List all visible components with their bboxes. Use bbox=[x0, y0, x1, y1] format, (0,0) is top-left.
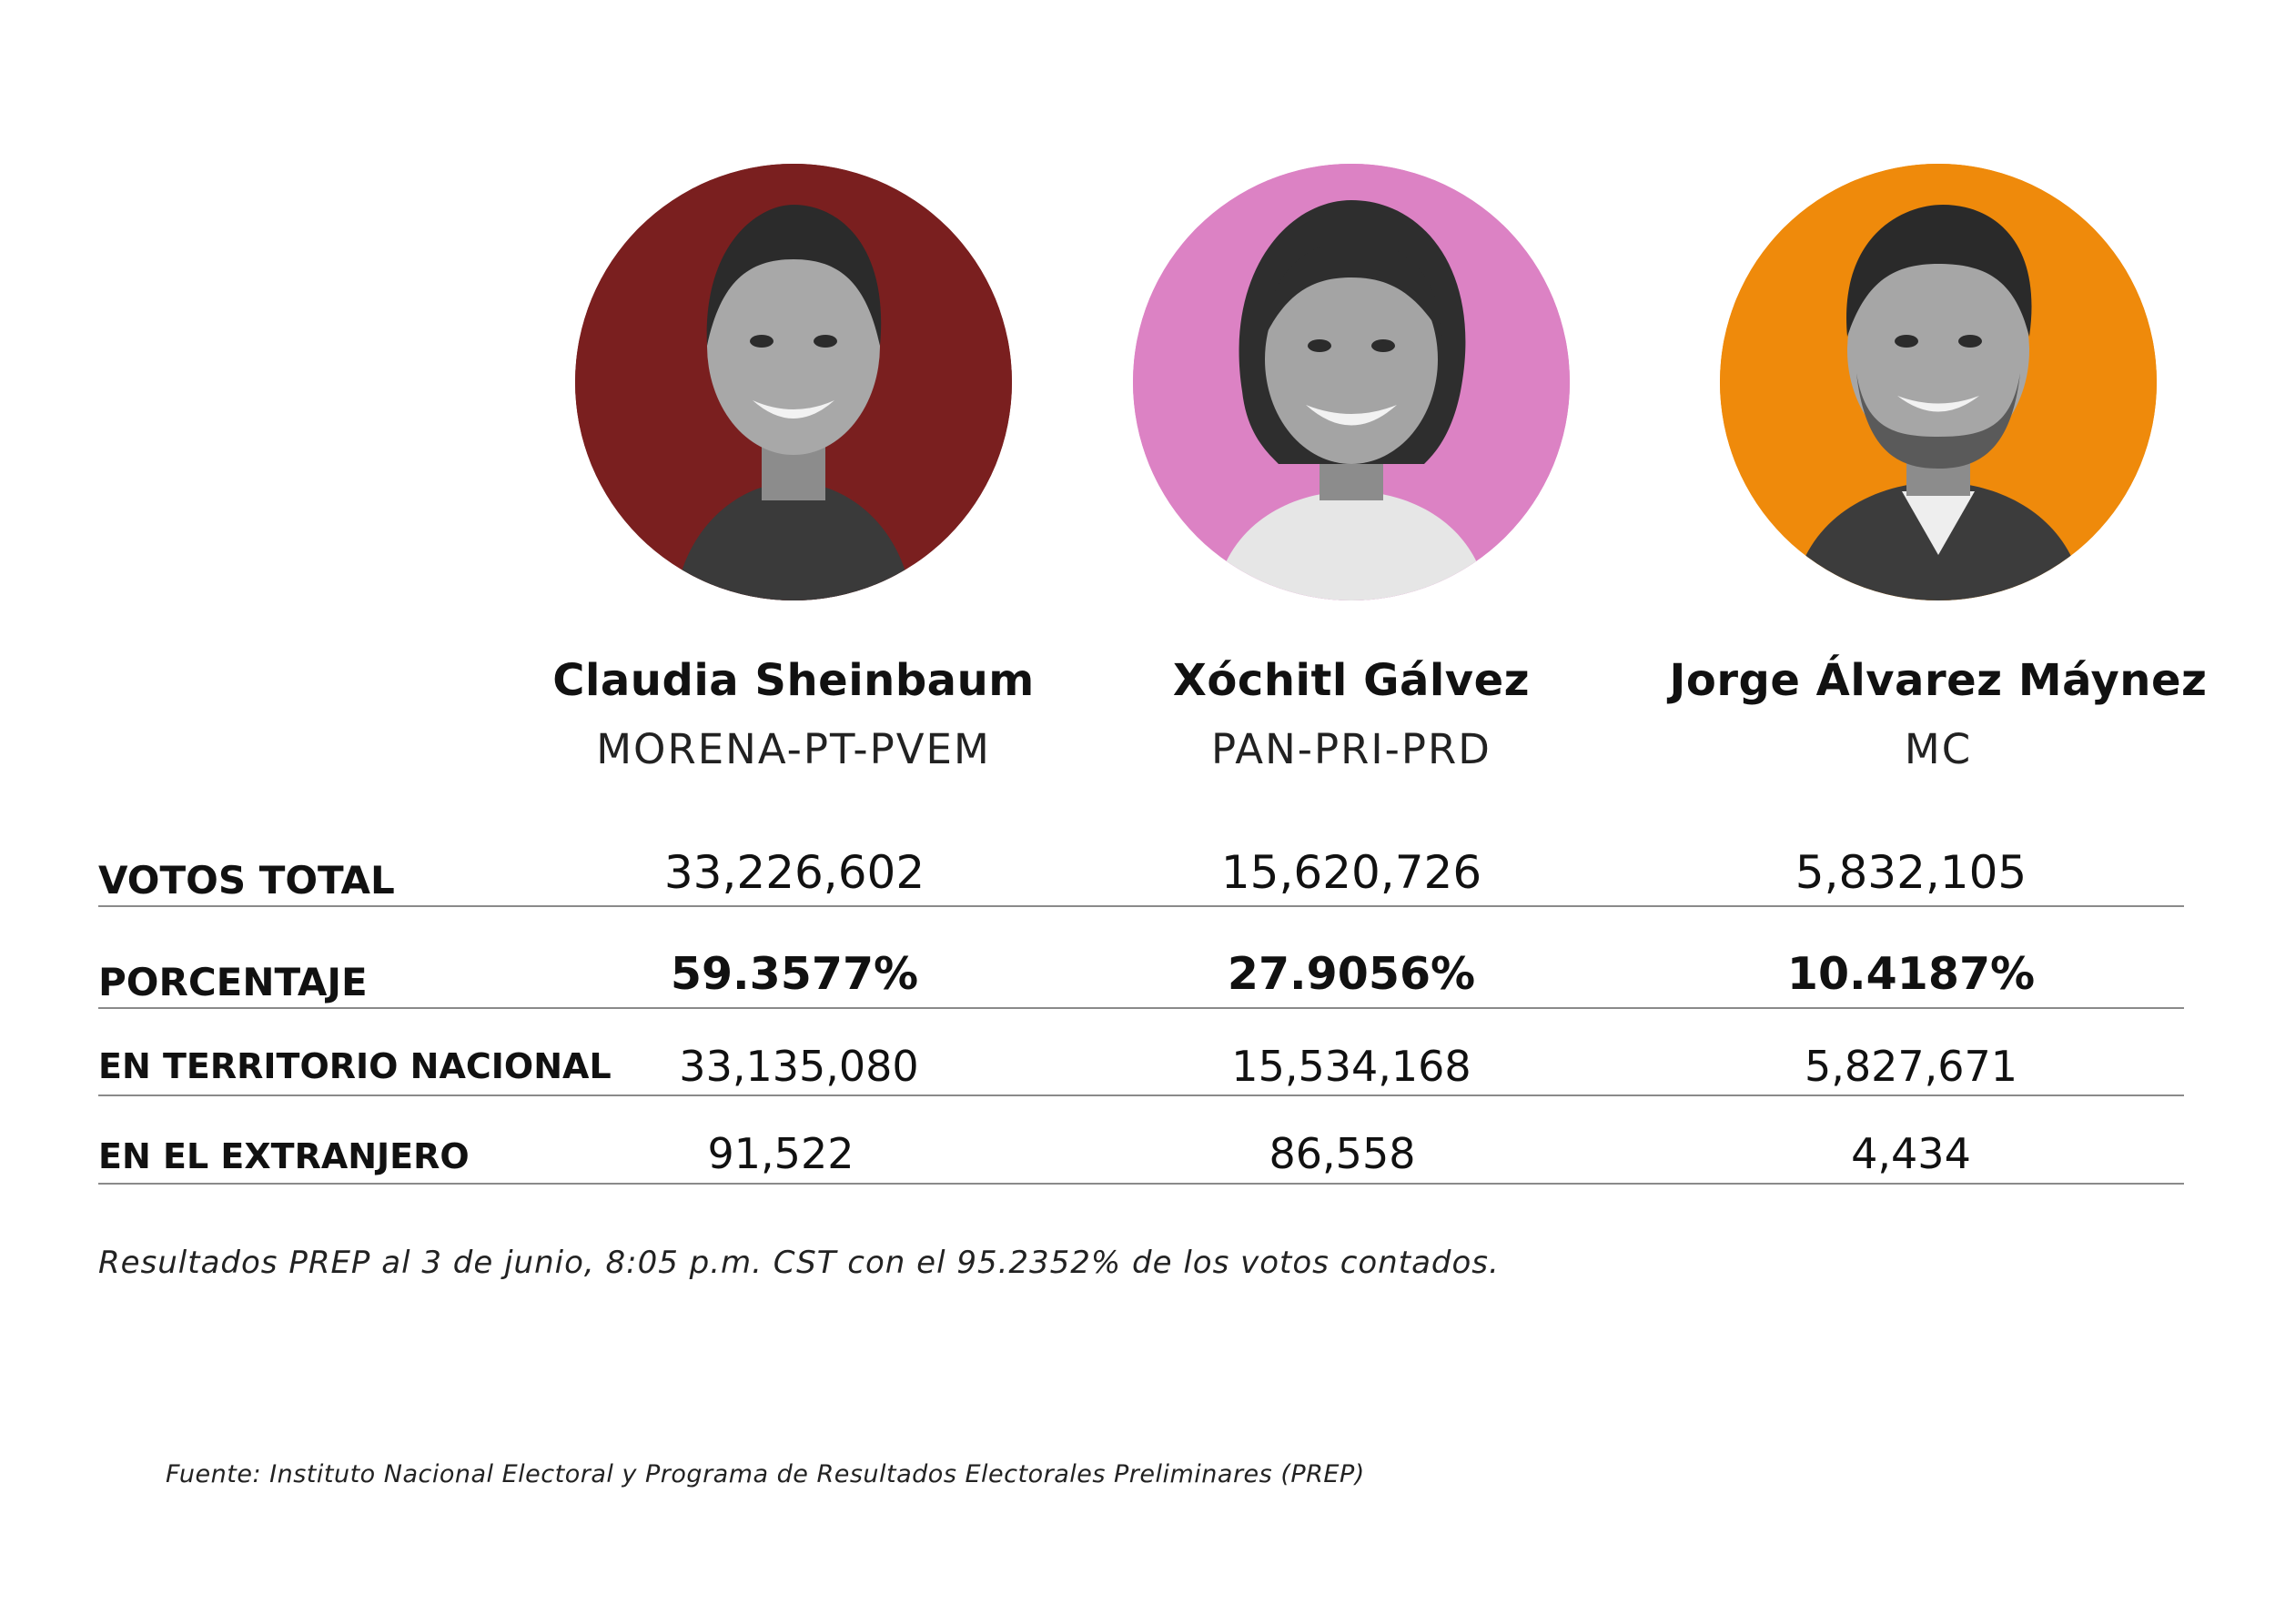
row-label: PORCENTAJE bbox=[98, 960, 368, 1004]
table-cell: 33,135,080 bbox=[679, 1042, 919, 1091]
table-cell: 10.4187% bbox=[1786, 948, 2036, 1000]
portrait-icon bbox=[1720, 164, 2157, 600]
table-cell: 91,522 bbox=[707, 1129, 854, 1178]
candidate-photo bbox=[1720, 164, 2157, 600]
row-label: VOTOS TOTAL bbox=[98, 858, 395, 903]
candidate-name: Jorge Álvarez Máynez bbox=[1669, 655, 2208, 706]
table-cell: 5,827,671 bbox=[1804, 1042, 2018, 1091]
table-row-territorio-nacional: EN TERRITORIO NACIONAL 33,135,080 15,534… bbox=[98, 1037, 2184, 1096]
table-cell: 59.3577% bbox=[670, 948, 919, 1000]
portrait-icon bbox=[575, 164, 1012, 600]
candidate-photo bbox=[1133, 164, 1570, 600]
source-note: Fuente: Instituto Nacional Electoral y P… bbox=[166, 1460, 1365, 1488]
candidate-photo bbox=[575, 164, 1012, 600]
candidate-party: MC bbox=[1904, 725, 1973, 773]
table-cell: 5,832,105 bbox=[1795, 846, 2027, 899]
table-cell: 15,620,726 bbox=[1220, 846, 1482, 899]
candidate-party: PAN-PRI-PRD bbox=[1211, 725, 1491, 773]
table-row-porcentaje: PORCENTAJE 59.3577% 27.9056% 10.4187% bbox=[98, 946, 2184, 1009]
candidate-card-maynez: Jorge Álvarez Máynez MC bbox=[1620, 0, 2257, 801]
portrait-icon bbox=[1133, 164, 1570, 600]
table-cell: 15,534,168 bbox=[1231, 1042, 1471, 1091]
candidate-name: Xóchitl Gálvez bbox=[1172, 655, 1531, 706]
candidate-name: Claudia Sheinbaum bbox=[552, 655, 1035, 706]
row-label: EN EL EXTRANJERO bbox=[98, 1136, 470, 1176]
row-label: EN TERRITORIO NACIONAL bbox=[98, 1046, 612, 1086]
candidate-card-sheinbaum: Claudia Sheinbaum MORENA-PT-PVEM bbox=[475, 0, 1112, 801]
candidate-card-galvez: Xóchitl Gálvez PAN-PRI-PRD bbox=[1033, 0, 1670, 801]
table-row-extranjero: EN EL EXTRANJERO 91,522 86,558 4,434 bbox=[98, 1124, 2184, 1185]
results-footnote: Resultados PREP al 3 de junio, 8:05 p.m.… bbox=[98, 1245, 1500, 1281]
table-cell: 33,226,602 bbox=[663, 846, 925, 899]
table-cell: 86,558 bbox=[1269, 1129, 1416, 1178]
table-cell: 4,434 bbox=[1851, 1129, 1971, 1178]
table-cell: 27.9056% bbox=[1227, 948, 1476, 1000]
candidate-party: MORENA-PT-PVEM bbox=[596, 725, 991, 773]
table-row-votos-total: VOTOS TOTAL 33,226,602 15,620,726 5,832,… bbox=[98, 846, 2184, 907]
